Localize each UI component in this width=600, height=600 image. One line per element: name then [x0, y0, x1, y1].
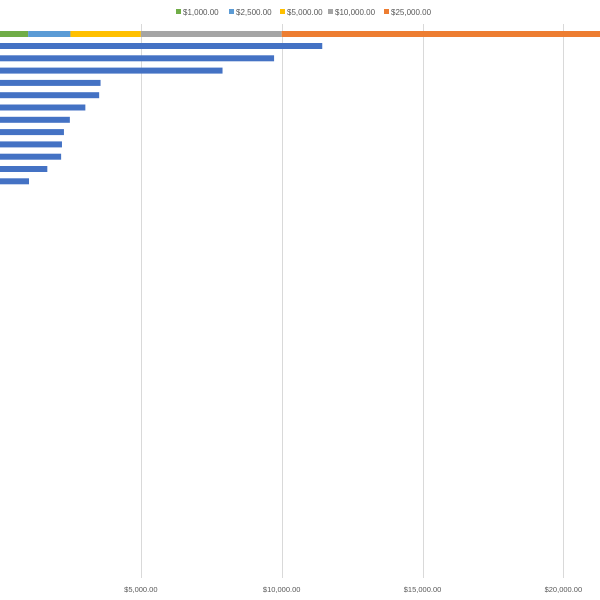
legend-item-2: $5,000.00 — [280, 8, 323, 17]
bar-3 — [0, 79, 101, 86]
legend-item-1: $2,500.00 — [229, 8, 272, 17]
bar-5 — [0, 104, 86, 111]
bar-4 — [0, 92, 100, 99]
legend-label-0: $1,000.00 — [183, 8, 219, 17]
legend-swatch-1 — [229, 9, 234, 14]
bar-1 — [0, 55, 275, 62]
band-segment-3 — [140, 31, 282, 37]
legend-item-3: $10,000.00 — [328, 8, 376, 17]
bar-7 — [0, 129, 64, 136]
bar-11 — [0, 178, 30, 185]
band-segment-2 — [70, 31, 141, 37]
band-segment-0 — [0, 31, 29, 37]
x-axis-tick-labels: $5,000.00 $10,000.00 $15,000.00 $20,000.00 — [124, 585, 582, 594]
legend: $1,000.00 $2,500.00 $5,000.00 $10,000.00 $25… — [176, 8, 432, 17]
legend-label-4: $25,000.00 — [391, 8, 432, 17]
x-tick-label-3: $20,000.00 — [545, 585, 583, 594]
legend-swatch-3 — [328, 9, 333, 14]
legend-label-2: $5,000.00 — [287, 8, 323, 17]
bar-0 — [0, 43, 323, 49]
x-tick-label-0: $5,000.00 — [124, 585, 157, 594]
legend-label-3: $10,000.00 — [335, 8, 376, 17]
x-tick-label-2: $15,000.00 — [404, 585, 442, 594]
threshold-band — [0, 31, 600, 37]
legend-item-4: $25,000.00 — [384, 8, 432, 17]
vertical-gridlines — [141, 24, 564, 578]
bar-series — [0, 43, 323, 185]
legend-swatch-4 — [384, 9, 389, 14]
x-tick-label-1: $10,000.00 — [263, 585, 301, 594]
bar-8 — [0, 141, 62, 148]
legend-label-1: $2,500.00 — [236, 8, 272, 17]
bar-2 — [0, 67, 223, 74]
band-segment-1 — [28, 31, 71, 37]
legend-swatch-2 — [280, 9, 285, 14]
band-segment-4 — [281, 31, 600, 37]
legend-swatch-0 — [176, 9, 181, 14]
bar-6 — [0, 116, 70, 123]
bar-10 — [0, 166, 48, 172]
legend-item-0: $1,000.00 — [176, 8, 219, 17]
bar-9 — [0, 153, 62, 160]
